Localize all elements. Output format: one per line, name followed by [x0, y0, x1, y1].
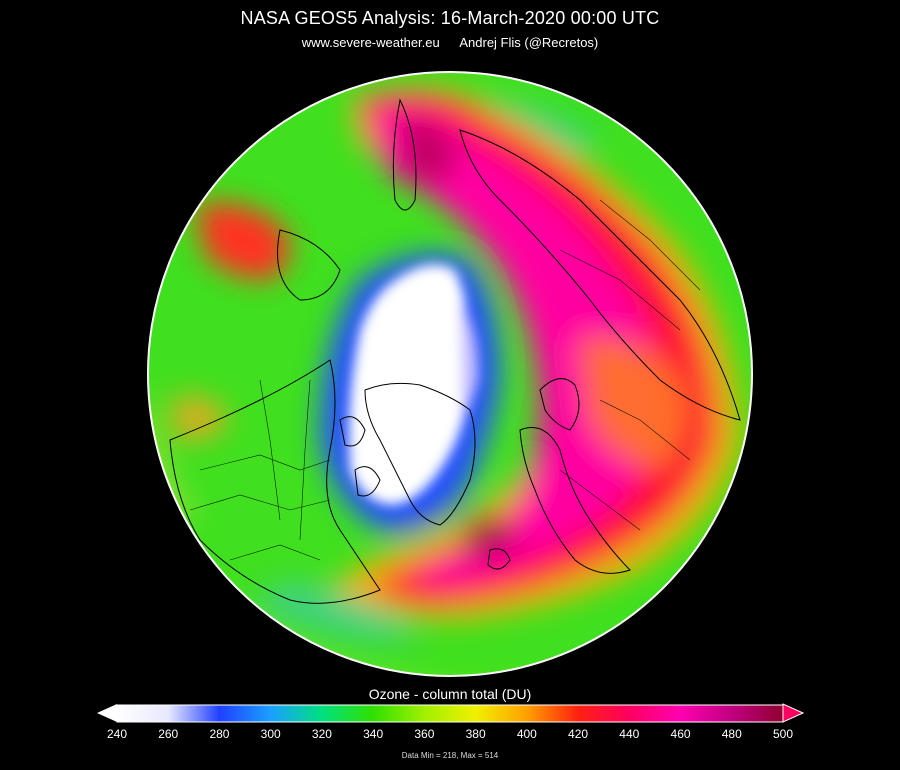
ozone-region-magenta-core	[370, 106, 662, 585]
boundary-line	[559, 469, 641, 531]
ozone-region-asia	[580, 338, 687, 470]
coastlines	[169, 98, 741, 604]
iceland-coastline	[487, 548, 511, 570]
ozone-region-west-blob	[170, 395, 230, 441]
ozone-region-northwest-blob	[195, 202, 290, 280]
boundary-line	[229, 544, 321, 561]
author-credit: Andrej Flis (@Recretos)	[459, 35, 599, 50]
colorbar-tick-label: 380	[465, 727, 486, 741]
colorbar-tick-label: 500	[772, 727, 794, 741]
colorbar-tick-label: 260	[158, 727, 179, 741]
colorbar-tick-label: 460	[670, 727, 691, 741]
arctic-island-coastline	[354, 466, 381, 497]
ozone-hole-core	[348, 264, 472, 505]
colorbar-over-arrow	[782, 703, 805, 723]
scandinavia-coastline	[539, 378, 580, 431]
ozone-region-maximum-north	[400, 118, 460, 183]
boundary-line	[259, 379, 281, 521]
colorbar-tick-label: 420	[568, 727, 589, 741]
map-credits: www.severe-weather.eu Andrej Flis (@Recr…	[0, 35, 900, 50]
greenland-coastline	[364, 382, 476, 526]
colorbar-tick-label: 400	[516, 727, 537, 741]
colorbar-bar	[116, 704, 784, 723]
ozone-region-west	[148, 380, 200, 520]
kamchatka-coastline	[392, 98, 417, 211]
ozone-hole	[348, 264, 479, 505]
boundary-line	[599, 199, 701, 291]
colorbar-tick-label: 320	[311, 727, 332, 741]
colorbar-title: Ozone - column total (DU)	[368, 686, 532, 702]
alaska-coastline	[277, 229, 341, 301]
boundary-line	[299, 379, 311, 541]
boundary-line	[559, 249, 681, 331]
colorbar-tick-label: 340	[363, 727, 384, 741]
colorbar-tick-labels: 240 260 280 300 320 340 360 380 400 420 440 460 480 5…	[0, 727, 900, 743]
colorbar-tick-label: 240	[106, 727, 128, 741]
ozone-hole-edge	[460, 300, 479, 420]
source-url: www.severe-weather.eu	[301, 35, 440, 50]
map-title: NASA GEOS5 Analysis: 16-March-2020 00:00…	[240, 8, 660, 28]
boundary-line	[199, 454, 331, 471]
colorbar-under-arrow	[97, 704, 117, 722]
boundary-line	[599, 399, 691, 461]
asia-coastline	[459, 129, 741, 421]
europe-coastline	[519, 427, 631, 574]
hemisphere-rim	[147, 71, 753, 677]
ozone-region-south-cyan	[250, 580, 420, 642]
colorbar-tick-label: 440	[619, 727, 640, 741]
colorbar-tick-label: 280	[209, 727, 230, 741]
colorbar-tick-label: 360	[414, 727, 435, 741]
colorbar-tick-label: 300	[260, 727, 281, 741]
data-min-max: Data Min = 218, Max = 514	[401, 751, 499, 760]
colorbar	[97, 703, 805, 723]
boundary-line	[189, 494, 331, 511]
arctic-archipelago-coastline	[339, 416, 366, 447]
colorbar-tick-label: 480	[721, 727, 742, 741]
ozone-region-maximum-south	[460, 517, 520, 556]
ozone-field	[148, 72, 752, 676]
north-america-coastline	[169, 359, 381, 604]
political-boundaries	[189, 199, 701, 561]
